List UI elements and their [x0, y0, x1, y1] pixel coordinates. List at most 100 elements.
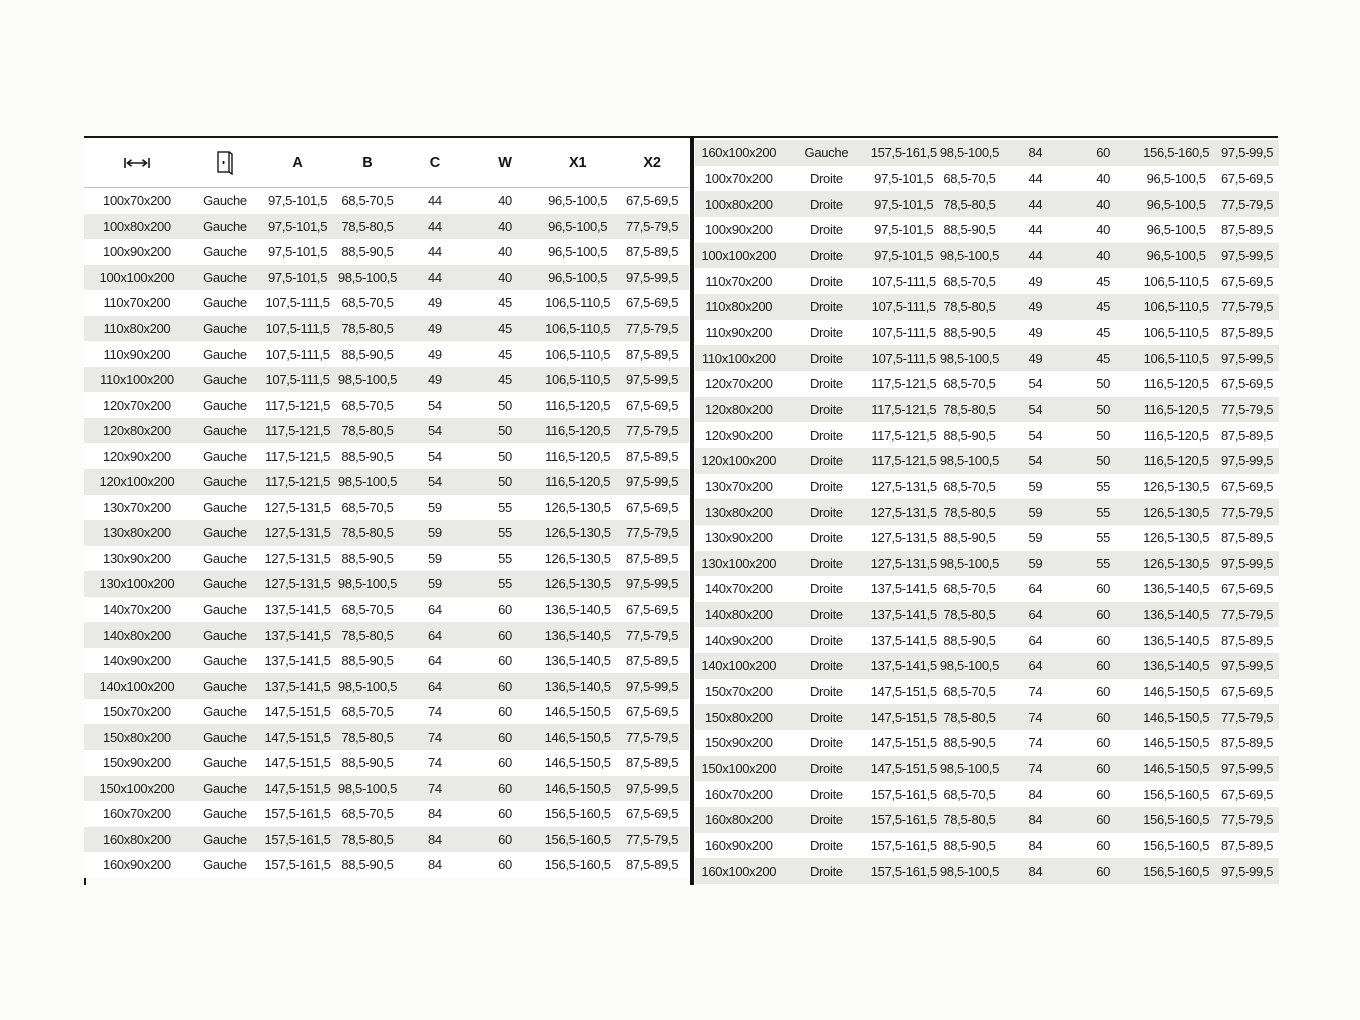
- table-cell: Gauche: [203, 857, 247, 873]
- table-cell: 96,5-100,5: [1146, 170, 1206, 186]
- table-row: 130x70x200 Gauche 127,5-131,5 68,5-70,5 59 55…: [84, 494, 689, 521]
- table-cell: 87,5-89,5: [625, 244, 679, 260]
- table-cell: 87,5-89,5: [1221, 324, 1274, 340]
- table-cell: Gauche: [203, 806, 247, 822]
- table-cell: Gauche: [203, 678, 247, 694]
- table-cell: 100x100x200: [99, 269, 175, 285]
- table-cell: 87,5-89,5: [1221, 735, 1274, 751]
- table-cell: 96,5-100,5: [1146, 222, 1206, 238]
- table-cell: Droite: [809, 632, 843, 648]
- table-cell: 55: [1096, 555, 1111, 571]
- table-cell: 97,5-101,5: [874, 170, 934, 186]
- table-cell: 77,5-79,5: [1221, 196, 1274, 212]
- table-cell: 98,5-100,5: [939, 350, 1000, 366]
- table-cell: 68,5-70,5: [341, 295, 394, 311]
- table-cell: 68,5-70,5: [341, 397, 394, 413]
- table-cell: 54: [427, 474, 442, 490]
- table-cell: 98,5-100,5: [337, 780, 398, 796]
- table-cell: 100x100x200: [701, 247, 777, 263]
- table-cell: Gauche: [203, 346, 247, 362]
- table-cell: 45: [498, 295, 512, 311]
- column-header-w: W: [498, 154, 512, 171]
- table-cell: Gauche: [203, 295, 247, 311]
- table-cell: 156,5-160,5: [544, 857, 611, 873]
- table-cell: 40: [498, 269, 512, 285]
- table-cell: 84: [427, 857, 442, 873]
- table-cell: 68,5-70,5: [341, 704, 394, 720]
- table-cell: 110x70x200: [705, 273, 773, 289]
- table-row: 100x70x200 Droite 97,5-101,5 68,5-70,5 44 40 9…: [695, 165, 1279, 192]
- table-cell: 59: [1028, 555, 1043, 571]
- table-cell: 126,5-130,5: [544, 525, 611, 541]
- table-cell: 77,5-79,5: [625, 423, 679, 439]
- table-cell: 84: [1028, 812, 1043, 828]
- table-cell: 60: [1096, 684, 1111, 700]
- table-cell: 55: [498, 550, 512, 566]
- table-cell: 60: [498, 755, 512, 771]
- table-left-edge-tick-bottom: [84, 871, 86, 885]
- table-row: 140x80x200 Droite 137,5-141,5 78,5-80,5 64 60…: [695, 601, 1279, 628]
- table-cell: 84: [1028, 786, 1043, 802]
- table-cell: 98,5-100,5: [337, 474, 398, 490]
- table-cell: 40: [1096, 170, 1111, 186]
- column-header-x1: X1: [568, 154, 587, 171]
- table-cell: 55: [1096, 530, 1111, 546]
- table-row: 150x100x200 Droite 147,5-151,5 98,5-100,5 74…: [695, 755, 1279, 782]
- table-row: 160x100x200 Droite 157,5-161,5 98,5-100,5 84…: [695, 858, 1279, 885]
- table-cell: 87,5-89,5: [1221, 632, 1274, 648]
- table-cell: 60: [498, 678, 512, 694]
- table-cell: 45: [498, 346, 512, 362]
- table-cell: 68,5-70,5: [341, 193, 394, 209]
- table-cell: 45: [1096, 324, 1111, 340]
- table-cell: 127,5-131,5: [870, 504, 937, 520]
- table-cell: 40: [1096, 196, 1111, 212]
- table-row: 160x70x200 Gauche 157,5-161,5 68,5-70,5 84 60…: [84, 801, 689, 827]
- table-cell: 87,5-89,5: [625, 550, 679, 566]
- table-row: 140x80x200 Gauche 137,5-141,5 78,5-80,5 64 60…: [84, 622, 689, 648]
- table-cell: 74: [1028, 761, 1043, 777]
- table-cell: 160x80x200: [704, 812, 773, 828]
- table-cell: 100x80x200: [103, 218, 171, 234]
- table-cell: 88,5-90,5: [943, 324, 996, 340]
- table-cell: 97,5-101,5: [874, 247, 934, 263]
- table-cell: 67,5-69,5: [625, 499, 679, 515]
- table-cell: Gauche: [203, 627, 247, 643]
- table-cell: Droite: [809, 709, 843, 725]
- table-right-panel: 160x100x200 Gauche 157,5-161,5 98,5-100,5 84…: [695, 138, 1279, 885]
- table-cell: Gauche: [203, 602, 247, 618]
- table-cell: 106,5-110,5: [545, 346, 611, 362]
- table-cell: 54: [427, 448, 442, 464]
- table-cell: 67,5-69,5: [625, 295, 679, 311]
- table-cell: 49: [427, 295, 442, 311]
- table-row: 150x80x200 Gauche 147,5-151,5 78,5-80,5 74 60…: [84, 724, 689, 751]
- table-cell: Droite: [809, 581, 843, 597]
- table-cell: 45: [1096, 273, 1111, 289]
- table-cell: 97,5-99,5: [1221, 761, 1274, 777]
- table-cell: Droite: [809, 786, 843, 802]
- table-cell: 78,5-80,5: [341, 831, 394, 847]
- table-cell: Droite: [809, 812, 843, 828]
- table-cell: 130x90x200: [704, 530, 773, 546]
- table-row: 140x100x200 Droite 137,5-141,5 98,5-100,5 64…: [695, 653, 1279, 679]
- table-cell: 140x80x200: [103, 627, 171, 643]
- table-cell: 78,5-80,5: [341, 321, 394, 336]
- table-cell: 60: [1096, 838, 1111, 854]
- table-cell: 156,5-160,5: [1143, 863, 1210, 879]
- table-cell: 126,5-130,5: [1143, 555, 1210, 571]
- table-cell: 84: [427, 831, 442, 847]
- table-cell: 78,5-80,5: [943, 504, 996, 520]
- table-cell: 49: [1028, 350, 1043, 366]
- table-cell: 50: [1096, 453, 1111, 469]
- table-cell: 59: [427, 499, 442, 515]
- table-body-right: 160x100x200 Gauche 157,5-161,5 98,5-100,5 84…: [695, 140, 1279, 885]
- table-cell: 97,5-99,5: [1221, 350, 1274, 366]
- table-cell: 157,5-161,5: [264, 857, 331, 873]
- table-cell: 77,5-79,5: [1221, 607, 1274, 623]
- table-cell: Droite: [809, 761, 843, 777]
- table-row: 160x80x200 Gauche 157,5-161,5 78,5-80,5 84 60…: [84, 826, 689, 853]
- table-cell: 98,5-100,5: [939, 863, 1000, 879]
- table-cell: 74: [427, 729, 442, 745]
- table-cell: 84: [427, 806, 442, 822]
- table-cell: 74: [427, 704, 442, 720]
- table-cell: 127,5-131,5: [264, 550, 331, 566]
